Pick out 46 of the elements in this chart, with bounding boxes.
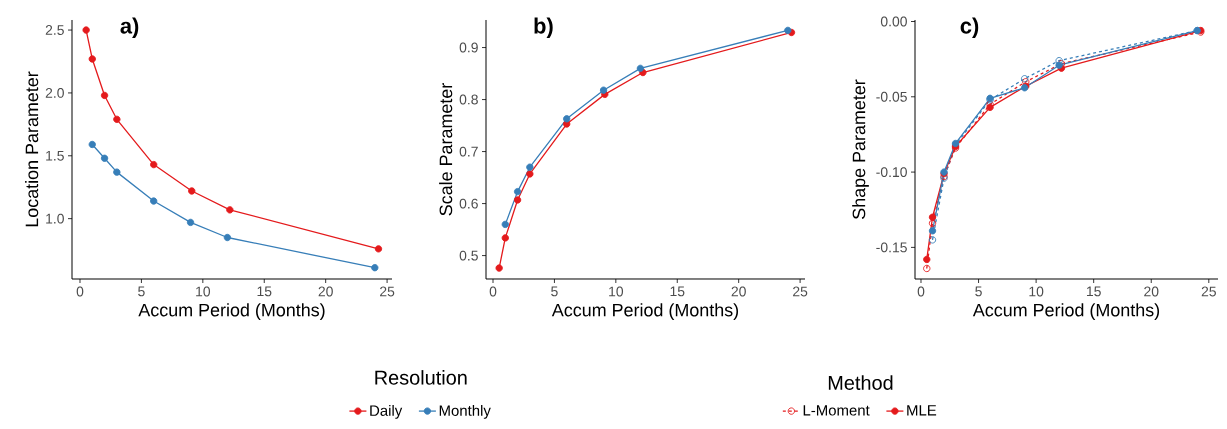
y-tick-label: 0.5 bbox=[459, 250, 478, 261]
y-tick-label: 0.9 bbox=[459, 42, 478, 53]
x-axis-title: Accum Period (Months) bbox=[138, 303, 325, 320]
x-tick-label: 5 bbox=[975, 286, 982, 297]
chart-title: c) bbox=[960, 17, 979, 38]
x-tick-label: 15 bbox=[257, 286, 272, 297]
x-tick-label: 20 bbox=[1144, 286, 1159, 297]
x-tick-label: 15 bbox=[670, 286, 685, 297]
x-tick-label: 20 bbox=[731, 286, 746, 297]
y-tick-label: 1.0 bbox=[46, 213, 64, 224]
chart-title: a) bbox=[120, 17, 139, 38]
legend-title: Resolution bbox=[375, 370, 467, 385]
x-tick-label: 25 bbox=[793, 286, 808, 297]
x-tick-label: 10 bbox=[196, 286, 211, 297]
x-axis-title: Accum Period (Months) bbox=[551, 303, 739, 320]
legend-label: Daily bbox=[370, 404, 403, 419]
y-tick-label: -0.10 bbox=[876, 167, 907, 178]
y-tick-label: -0.05 bbox=[876, 91, 907, 102]
x-tick-label: 25 bbox=[1201, 286, 1216, 297]
y-tick-label: 2.5 bbox=[45, 25, 64, 35]
x-tick-label: 0 bbox=[917, 286, 925, 297]
y-tick-label: -0.15 bbox=[876, 242, 907, 253]
y-tick-label: 2.0 bbox=[45, 87, 64, 98]
y-tick-label: 0.6 bbox=[459, 198, 478, 209]
y-axis-title: Location Parameter bbox=[25, 71, 39, 227]
y-tick-label: 0.7 bbox=[459, 146, 478, 157]
x-tick-label: 25 bbox=[380, 286, 395, 297]
legend-label: L-Moment bbox=[803, 405, 870, 416]
legend-title: Method bbox=[828, 375, 893, 390]
chart-title: b) bbox=[534, 17, 553, 38]
x-tick-label: 0 bbox=[489, 286, 497, 297]
legend-label: MLE bbox=[907, 405, 937, 416]
y-tick-label: 1.5 bbox=[46, 150, 64, 161]
x-tick-label: 10 bbox=[1029, 286, 1044, 297]
x-tick-label: 5 bbox=[551, 286, 558, 297]
y-tick-label: 0.00 bbox=[880, 16, 907, 27]
x-tick-label: 0 bbox=[76, 286, 84, 297]
y-tick-label: 0.8 bbox=[459, 94, 478, 105]
y-axis-title: Scale Parameter bbox=[439, 83, 453, 216]
legend-label: Monthly bbox=[439, 404, 491, 419]
x-tick-label: 15 bbox=[1086, 286, 1101, 297]
x-tick-label: 5 bbox=[138, 286, 145, 297]
x-tick-label: 20 bbox=[318, 286, 333, 297]
x-axis-title: Accum Period (Months) bbox=[972, 303, 1160, 320]
x-tick-label: 10 bbox=[609, 286, 624, 297]
y-axis-title: Shape Parameter bbox=[852, 79, 869, 219]
